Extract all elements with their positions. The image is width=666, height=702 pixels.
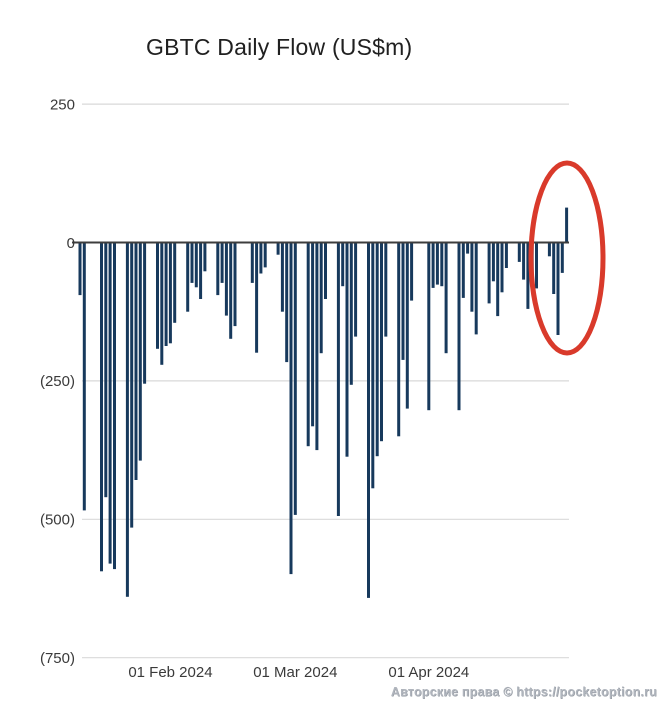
flow-bar xyxy=(190,242,194,283)
flow-bar xyxy=(380,242,383,442)
flow-bar xyxy=(466,242,470,254)
flow-bar xyxy=(130,242,134,528)
flow-bar xyxy=(444,242,448,354)
flow-bar xyxy=(500,242,504,293)
flow-bar xyxy=(220,242,224,283)
flow-bar xyxy=(199,242,203,299)
flow-bar xyxy=(345,242,349,457)
flow-bar xyxy=(371,242,375,489)
flow-bar xyxy=(108,242,112,564)
flow-bar xyxy=(255,242,259,353)
flow-bar xyxy=(125,242,129,597)
flow-bar xyxy=(293,242,297,515)
flow-bar xyxy=(565,207,569,243)
flow-bar xyxy=(134,242,138,480)
flow-bar xyxy=(100,242,103,572)
flow-bar xyxy=(194,242,198,288)
flow-bar xyxy=(276,242,280,255)
flow-bar xyxy=(474,242,478,335)
y-tick-label: (250) xyxy=(40,373,75,390)
watermark: Авторские права © https://pocketoption.r… xyxy=(390,685,657,699)
flow-bar xyxy=(461,242,465,298)
flow-bar xyxy=(349,242,353,385)
flow-bar xyxy=(517,242,521,262)
flow-bar xyxy=(401,242,405,360)
flow-bar xyxy=(397,242,401,437)
x-tick-label: 01 Apr 2024 xyxy=(388,664,469,681)
highlight-ellipse xyxy=(528,160,606,356)
flow-bar xyxy=(250,242,254,283)
flow-bar xyxy=(156,242,159,349)
flow-bar xyxy=(104,242,108,498)
flow-bar xyxy=(431,242,435,288)
flow-bar xyxy=(306,242,310,447)
flow-bar xyxy=(375,242,379,457)
flow-bar xyxy=(560,242,564,273)
x-tick-label: 01 Feb 2024 xyxy=(128,664,212,681)
flow-bar xyxy=(470,242,474,312)
y-tick-label: (500) xyxy=(40,512,75,529)
flow-bar xyxy=(336,242,340,516)
flow-bar xyxy=(435,242,439,285)
flow-bar xyxy=(224,242,228,316)
y-tick-label: 0 xyxy=(67,235,75,252)
flow-bar xyxy=(216,242,220,296)
flow-bar xyxy=(504,242,508,268)
flow-bar xyxy=(552,242,556,294)
flow-bar xyxy=(164,242,168,346)
flow-bar xyxy=(354,242,358,337)
flow-bar xyxy=(487,242,491,304)
flow-bar xyxy=(367,242,370,598)
flow-bar xyxy=(203,242,207,272)
flow-bar xyxy=(384,242,388,337)
flow-bar xyxy=(405,242,409,409)
flow-bar xyxy=(263,242,267,268)
flow-bar xyxy=(341,242,345,287)
flow-bar xyxy=(535,242,538,289)
flow-bar xyxy=(547,242,551,257)
flow-bar xyxy=(315,242,319,451)
chart-title: GBTC Daily Flow (US$m) xyxy=(146,34,413,60)
flow-bar xyxy=(289,242,293,575)
flow-bar xyxy=(496,242,500,317)
y-tick-label: 250 xyxy=(50,96,75,113)
flow-bar xyxy=(556,242,560,335)
flow-bar xyxy=(168,242,172,344)
flow-bar xyxy=(324,242,327,299)
flow-bar xyxy=(259,242,263,274)
flow-bar xyxy=(526,242,530,309)
flow-bar xyxy=(143,242,147,384)
flow-bar xyxy=(440,242,444,287)
flow-bar xyxy=(173,242,177,323)
flow-bar xyxy=(78,242,82,296)
flow-bar xyxy=(285,242,289,363)
flow-bar xyxy=(522,242,526,280)
flow-bar xyxy=(457,242,461,411)
flow-bar xyxy=(410,242,414,301)
flow-bar xyxy=(113,242,116,570)
flow-bar xyxy=(311,242,315,427)
flow-bar xyxy=(160,242,164,365)
flow-bar xyxy=(491,242,495,282)
flow-bar xyxy=(138,242,142,461)
flow-bar xyxy=(82,242,86,511)
flow-bar xyxy=(319,242,323,354)
flow-bar xyxy=(229,242,233,339)
flow-bar xyxy=(427,242,431,411)
flow-bar xyxy=(186,242,190,312)
y-tick-label: (750) xyxy=(40,650,75,667)
flow-bar xyxy=(280,242,284,312)
x-tick-label: 01 Mar 2024 xyxy=(253,664,337,681)
flow-bar xyxy=(233,242,237,327)
